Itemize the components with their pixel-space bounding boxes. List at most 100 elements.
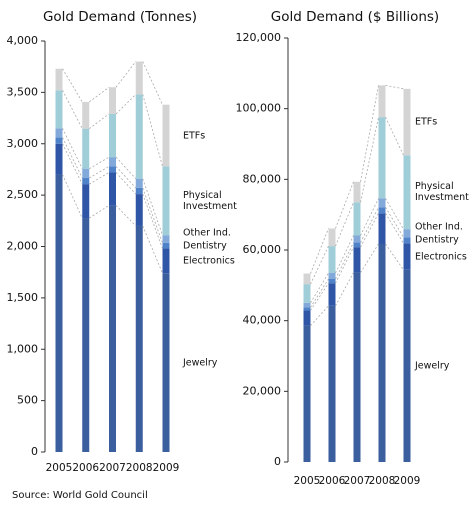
y-tick-label: 1,500 <box>7 291 39 304</box>
connector <box>62 90 83 129</box>
connector <box>310 228 329 274</box>
x-tick-label: 2006 <box>72 462 99 474</box>
bar-segment <box>109 205 116 452</box>
connector <box>385 243 404 271</box>
bar-segment <box>328 305 336 462</box>
connector <box>335 272 354 307</box>
bar-segment <box>162 273 170 452</box>
connector <box>62 143 83 185</box>
legend-label: Dentistry <box>183 240 227 252</box>
bar-segment <box>55 137 63 144</box>
bar-segment <box>109 166 116 173</box>
bar-segment <box>403 237 411 244</box>
bar-segment <box>55 143 63 175</box>
bar-segment <box>378 117 386 199</box>
bar-segment <box>135 194 143 226</box>
bar-segment <box>378 213 386 244</box>
connector <box>115 61 137 88</box>
y-tick-label: 4,000 <box>7 34 39 47</box>
bar-segment <box>135 187 143 195</box>
connector <box>142 193 163 249</box>
bar-segment <box>353 235 361 243</box>
legend-label: Jewelry <box>415 360 450 372</box>
x-tick-label: 2007 <box>344 475 371 487</box>
connector <box>142 94 163 167</box>
connector <box>142 61 163 105</box>
x-tick-label: 2006 <box>319 475 346 487</box>
y-tick-label: 500 <box>17 394 38 407</box>
bar-segment <box>403 155 411 230</box>
bar-segment <box>303 325 311 462</box>
x-tick-label: 2008 <box>126 462 153 474</box>
bar-segment <box>328 228 336 247</box>
connector <box>115 166 137 189</box>
y-tick-label: 3,000 <box>7 137 39 150</box>
y-tick-label: 2,000 <box>7 240 39 253</box>
bar-segment <box>353 202 361 236</box>
bar-segment <box>82 177 90 185</box>
bar-segment <box>378 198 386 208</box>
y-tick-label: 0 <box>31 445 38 458</box>
connector <box>62 174 83 219</box>
x-tick-label: 2009 <box>394 475 421 487</box>
bar-segment <box>135 225 143 452</box>
connector <box>89 86 110 103</box>
connector <box>142 187 163 244</box>
connector <box>385 116 404 156</box>
bar-segment <box>82 218 90 452</box>
connector <box>62 68 83 103</box>
bar-segment <box>328 278 336 284</box>
connector <box>385 84 404 90</box>
y-tick-label: 20,000 <box>243 384 282 397</box>
x-tick-label: 2005 <box>294 475 321 487</box>
bar-segment <box>135 94 143 179</box>
connector <box>335 202 354 247</box>
bar-segment <box>109 157 116 167</box>
bar-segment <box>162 235 170 243</box>
connector <box>62 128 83 169</box>
x-tick-label: 2009 <box>153 462 180 474</box>
connector <box>142 178 163 236</box>
source: Source: World Gold Council <box>12 490 148 501</box>
connector <box>360 198 379 236</box>
bar-segment <box>303 310 311 326</box>
bar-segment <box>82 128 90 169</box>
connector <box>89 113 110 129</box>
legend-label: Other Ind. <box>183 227 231 239</box>
bar-segment <box>109 113 116 158</box>
connector <box>310 305 329 326</box>
bar-segment <box>403 243 411 270</box>
bar-segment <box>109 172 116 206</box>
connector <box>115 205 137 227</box>
y-tick-label: 40,000 <box>243 314 282 327</box>
legend-label: ETFs <box>415 116 438 128</box>
connector <box>360 117 379 203</box>
x-tick-label: 2007 <box>99 462 126 474</box>
bar-segment <box>55 128 63 138</box>
chart-title: Gold Demand ($ Billions) <box>271 9 439 25</box>
connector <box>89 172 110 185</box>
y-tick-label: 2,500 <box>7 188 39 201</box>
bar-segment <box>328 272 336 279</box>
y-tick-label: 100,000 <box>236 102 282 115</box>
connector <box>360 213 379 248</box>
bar-segment <box>162 248 170 274</box>
y-tick-label: 60,000 <box>243 243 282 256</box>
bar-segment <box>55 68 63 91</box>
y-tick-label: 80,000 <box>243 172 282 185</box>
y-tick-label: 0 <box>274 455 281 468</box>
x-tick-label: 2005 <box>46 462 73 474</box>
bar-segment <box>328 283 336 306</box>
connector <box>335 181 354 229</box>
bar-segment <box>378 207 386 214</box>
chart-title: Gold Demand (Tonnes) <box>43 9 197 25</box>
connector <box>385 198 404 230</box>
bar-segment <box>353 272 361 462</box>
connector <box>115 156 137 179</box>
bar-segment <box>82 101 90 129</box>
connector <box>335 246 354 284</box>
y-tick-label: 120,000 <box>236 31 282 44</box>
bar-segment <box>82 184 90 219</box>
bar-segment <box>328 246 336 273</box>
